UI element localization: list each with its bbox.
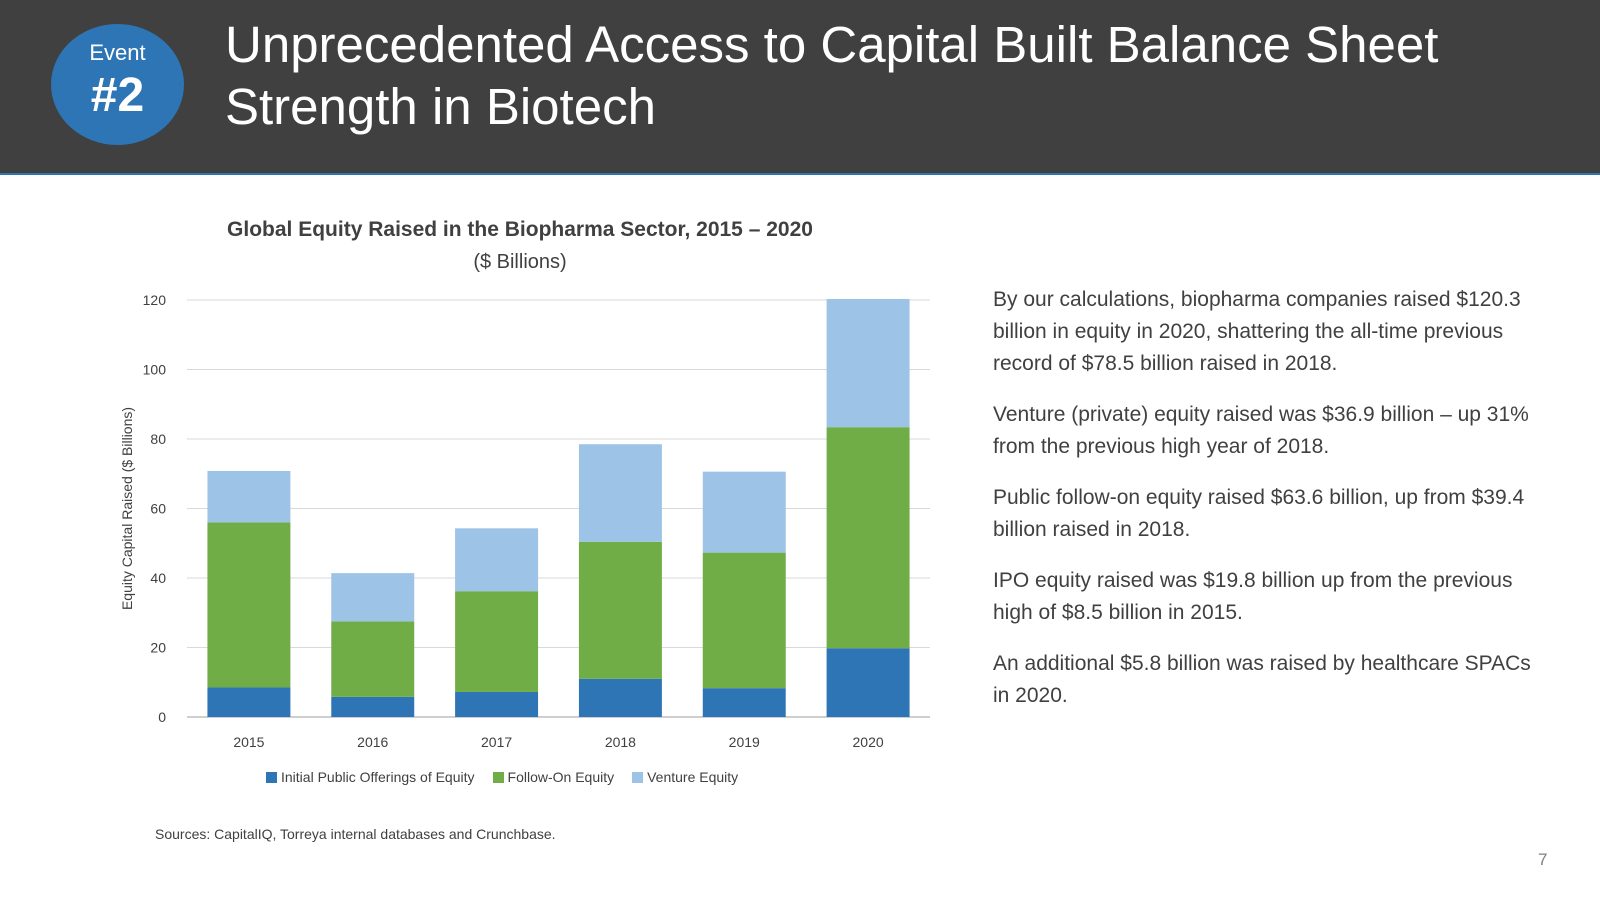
x-tick-label: 2019 bbox=[729, 734, 760, 750]
y-tick-label: 120 bbox=[143, 292, 167, 308]
bar-segment bbox=[207, 470, 291, 523]
bar-segment bbox=[455, 591, 539, 692]
y-axis-label: Equity Capital Raised ($ Billions) bbox=[119, 407, 135, 610]
bar-segment bbox=[207, 522, 291, 688]
source-note: Sources: CapitalIQ, Torreya internal dat… bbox=[155, 826, 556, 842]
commentary-paragraph: By our calculations, biopharma companies… bbox=[993, 288, 1521, 375]
legend-label: Initial Public Offerings of Equity bbox=[281, 769, 475, 785]
bar-segment bbox=[578, 444, 662, 542]
y-tick-label: 60 bbox=[150, 501, 166, 517]
bar-segment bbox=[331, 621, 415, 697]
bar-segment bbox=[331, 573, 415, 622]
y-tick-label: 0 bbox=[158, 709, 166, 725]
bar-segment bbox=[826, 298, 910, 428]
bar-segment bbox=[702, 471, 786, 553]
legend-item: Follow-On Equity bbox=[492, 767, 615, 787]
bar-segment bbox=[331, 696, 415, 717]
stacked-bar-chart: 0 20 40 60 80 100 120 Equity Capital Raised ($ … bbox=[119, 292, 930, 750]
legend-item: Initial Public Offerings of Equity bbox=[266, 767, 475, 787]
commentary-paragraph: Venture (private) equity raised was $36.… bbox=[993, 403, 1529, 458]
y-tick-label: 80 bbox=[150, 431, 166, 447]
page-number: 7 bbox=[1538, 850, 1548, 869]
event-badge-number: #2 bbox=[90, 69, 145, 122]
x-tick-label: 2017 bbox=[481, 734, 512, 750]
legend-swatch bbox=[492, 771, 504, 783]
bar-segment bbox=[207, 687, 291, 717]
header-bar: Event #2 Unprecedented Access to Capital… bbox=[0, 0, 1600, 175]
legend-item: Venture Equity bbox=[632, 767, 738, 787]
commentary-paragraph: IPO equity raised was $19.8 billion up f… bbox=[993, 569, 1513, 624]
bar-segment bbox=[578, 541, 662, 679]
commentary: By our calculations, biopharma companies… bbox=[993, 284, 1538, 731]
bar-segment bbox=[578, 678, 662, 717]
x-tick-label: 2020 bbox=[853, 734, 884, 750]
legend-label: Venture Equity bbox=[647, 769, 739, 785]
legend-swatch bbox=[266, 771, 277, 783]
legend-swatch bbox=[632, 771, 644, 783]
y-tick-label: 20 bbox=[150, 640, 166, 656]
x-tick-label: 2015 bbox=[233, 734, 264, 750]
slide-title: Unprecedented Access to Capital Built Ba… bbox=[225, 16, 1439, 135]
commentary-paragraph: Public follow-on equity raised $63.6 bil… bbox=[993, 486, 1525, 541]
y-tick-label: 40 bbox=[150, 570, 166, 586]
y-tick-label: 100 bbox=[143, 362, 167, 378]
commentary-paragraph: An additional $5.8 billion was raised by… bbox=[993, 652, 1531, 707]
bar-segment bbox=[826, 648, 910, 717]
bar-segment bbox=[455, 691, 539, 717]
x-tick-label: 2016 bbox=[357, 734, 388, 750]
x-tick-label: 2018 bbox=[605, 734, 636, 750]
legend-label: Follow-On Equity bbox=[507, 769, 615, 785]
bar-segment bbox=[702, 552, 786, 689]
bar-segment bbox=[455, 528, 539, 592]
chart-subtitle: ($ Billions) bbox=[473, 251, 567, 273]
chart-title: Global Equity Raised in the Biopharma Se… bbox=[227, 218, 813, 241]
chart-legend: Initial Public Offerings of Equity Follow… bbox=[266, 767, 738, 787]
event-badge-label: Event bbox=[89, 40, 146, 65]
bar-segment bbox=[826, 427, 910, 649]
event-badge: Event #2 bbox=[51, 24, 184, 145]
bar-segment bbox=[702, 688, 786, 717]
